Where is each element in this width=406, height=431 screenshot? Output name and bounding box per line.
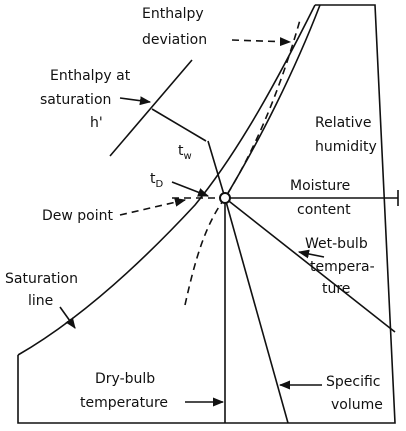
label: Relative: [315, 115, 371, 131]
enthalpy-scale: [109, 59, 193, 157]
label: Saturation: [5, 271, 78, 287]
label: h': [90, 115, 103, 131]
enthalpy-projection: [151, 108, 207, 142]
label: Wet-bulb: [305, 236, 368, 252]
label: tempera-: [310, 259, 375, 275]
labels: Enthalpy deviation Enthalpy at saturatio…: [5, 6, 383, 413]
label: Moisture: [290, 178, 350, 194]
enthalpy-deviation-curve: [184, 19, 301, 306]
wet-bulb-line: [224, 197, 396, 333]
label: tD: [150, 171, 164, 190]
label: Enthalpy: [142, 6, 204, 22]
label: saturation: [40, 92, 111, 108]
label: temperature: [80, 395, 168, 411]
label: deviation: [142, 32, 207, 48]
relative-humidity-curve: [224, 4, 321, 199]
label: volume: [331, 397, 383, 413]
label: ture: [322, 281, 350, 297]
label: Enthalpy at: [50, 68, 131, 84]
label: Specific: [326, 374, 381, 390]
state-point: [219, 192, 231, 204]
arrows: [59, 37, 325, 407]
saturation-curve: [17, 4, 316, 356]
label: line: [28, 293, 53, 309]
label: humidity: [315, 139, 377, 155]
label: content: [297, 202, 351, 218]
label: tw: [178, 143, 192, 162]
label: Dry-bulb: [95, 371, 155, 387]
wet-bulb-extension: [207, 140, 226, 199]
specific-volume-line: [224, 197, 289, 424]
label: Dew point: [42, 208, 114, 224]
